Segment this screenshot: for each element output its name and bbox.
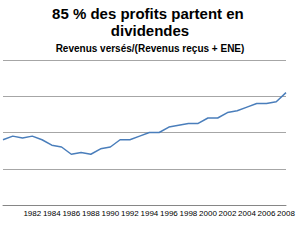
svg-text:1982: 1982 (23, 209, 41, 218)
svg-text:dividendes: dividendes (111, 22, 189, 39)
svg-text:1996: 1996 (160, 209, 178, 218)
svg-text:1994: 1994 (140, 209, 158, 218)
svg-text:1990: 1990 (101, 209, 119, 218)
svg-text:2004: 2004 (238, 209, 256, 218)
svg-text:1984: 1984 (43, 209, 61, 218)
svg-text:1986: 1986 (62, 209, 80, 218)
svg-text:85 % des profits partent en: 85 % des profits partent en (52, 5, 248, 22)
svg-text:1988: 1988 (82, 209, 100, 218)
svg-text:2006: 2006 (258, 209, 276, 218)
svg-text:1998: 1998 (180, 209, 198, 218)
svg-text:Revenus versés/(Revenus reçus: Revenus versés/(Revenus reçus + ENE) (56, 43, 245, 54)
svg-text:2000: 2000 (199, 209, 217, 218)
svg-text:1992: 1992 (121, 209, 139, 218)
svg-text:2002: 2002 (219, 209, 237, 218)
svg-text:2008: 2008 (277, 209, 295, 218)
